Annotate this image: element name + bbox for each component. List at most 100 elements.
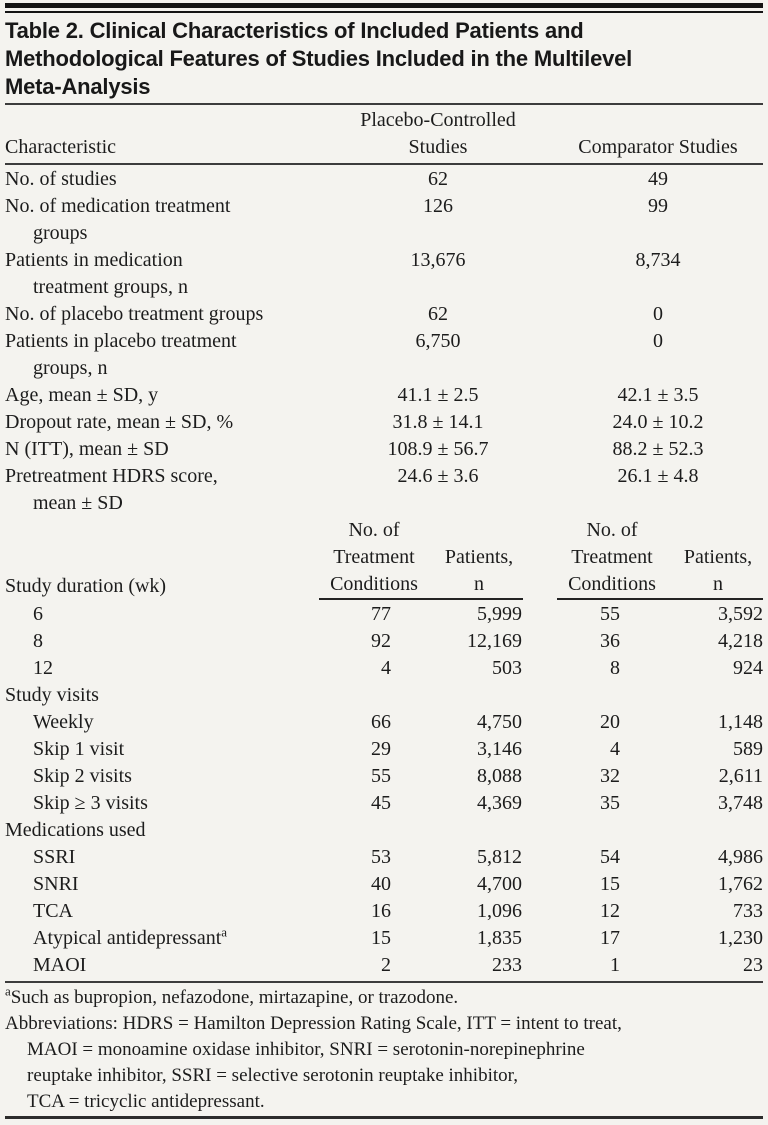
placebo-patients-value: 1,096	[477, 900, 522, 922]
placebo-patients-value: 4,700	[477, 873, 522, 895]
comparator-value: 42.1 ± 3.5	[617, 384, 699, 406]
placebo-patients-value: 503	[492, 657, 522, 679]
row-label: Atypical antidepressanta	[33, 924, 228, 949]
comparator-patients-subheader: Patients, n	[659, 544, 763, 600]
table-row: 12 4 503 8 924	[5, 655, 763, 682]
comparator-conditions-value: 17	[600, 927, 620, 949]
table-title-line: Meta-Analysis	[5, 74, 151, 99]
table-row: Study visits	[5, 682, 763, 709]
counts-section: 6 77 5,999 55 3,592 8 92 12,169 36 4,218 12 4 503 8 92…	[5, 601, 763, 979]
comparator-patients-value: 589	[733, 738, 763, 760]
placebo-value: 31.8 ± 14.1	[392, 411, 484, 433]
title-rule	[5, 103, 763, 105]
row-label: Patients in medication treatment groups, …	[5, 247, 323, 301]
placebo-patients-value: 233	[492, 954, 522, 976]
comparator-patients-value: 1,230	[718, 927, 763, 949]
subheader-line: Conditions	[330, 573, 418, 595]
subheader-line: No. of	[348, 519, 400, 541]
comparator-patients-value: 2,611	[718, 765, 763, 787]
comparator-patients-value: 3,748	[718, 792, 763, 814]
characteristics-section: No. of studies 62 49 No. of medication trea…	[5, 166, 763, 517]
comparator-value: 99	[648, 195, 668, 217]
comparator-patients-value: 4,218	[718, 630, 763, 652]
row-label: Skip 1 visit	[33, 738, 125, 760]
subheader-line: n	[474, 573, 484, 595]
comparator-value: 0	[653, 303, 663, 325]
placebo-value: 62	[428, 303, 448, 325]
comparator-conditions-subheader: No. of Treatment Conditions	[557, 517, 659, 600]
comparator-conditions-value: 1	[610, 954, 620, 976]
comparator-patients-value: 924	[733, 657, 763, 679]
subheader-line: Patients,	[683, 546, 753, 568]
footnote-marker: a	[221, 924, 228, 940]
table-row: MAOI 2 233 1 23	[5, 952, 763, 979]
section-label: Medications used	[5, 819, 146, 841]
placebo-conditions-value: 77	[371, 603, 391, 625]
comparator-value: 24.0 ± 10.2	[612, 411, 704, 433]
placebo-value: 13,676	[410, 249, 466, 271]
row-label: Skip ≥ 3 visits	[33, 792, 148, 814]
comparator-value: 49	[648, 168, 668, 190]
placebo-conditions-subheader: No. of Treatment Conditions	[319, 517, 421, 600]
column-header-row: Characteristic Placebo-Controlled Studie…	[5, 107, 763, 161]
placebo-conditions-value: 92	[371, 630, 391, 652]
row-label: No. of placebo treatment groups	[5, 303, 264, 325]
placebo-header-line1: Placebo-Controlled	[360, 109, 516, 131]
comparator-value: 26.1 ± 4.8	[617, 465, 699, 487]
placebo-conditions-value: 29	[371, 738, 391, 760]
placebo-patients-value: 5,812	[477, 846, 522, 868]
footnotes: aSuch as bupropion, nefazodone, mirtazap…	[5, 985, 763, 1115]
comparator-conditions-value: 15	[600, 873, 620, 895]
comparator-value: 88.2 ± 52.3	[612, 438, 704, 460]
placebo-patients-value: 12,169	[467, 630, 522, 652]
table-row: Weekly 66 4,750 20 1,148	[5, 709, 763, 736]
comparator-conditions-value: 36	[600, 630, 620, 652]
row-label: No. of medication treatment groups	[5, 193, 323, 247]
placebo-studies-header: Placebo-Controlled Studies	[323, 107, 553, 161]
comparator-conditions-value: 12	[600, 900, 620, 922]
placebo-conditions-value: 66	[371, 711, 391, 733]
top-rule-thick	[5, 3, 763, 8]
table-row: Medications used	[5, 817, 763, 844]
abbreviation-line: Abbreviations: HDRS = Hamilton Depressio…	[5, 1013, 622, 1034]
table-title: Table 2. Clinical Characteristics of Inc…	[5, 17, 763, 101]
table-row: Age, mean ± SD, y 41.1 ± 2.5 42.1 ± 3.5	[5, 382, 763, 409]
subheader-line: n	[713, 573, 723, 595]
abbreviation-line: reuptake inhibitor, SSRI = selective ser…	[27, 1065, 518, 1086]
comparator-conditions-value: 4	[610, 738, 620, 760]
comparator-patients-value: 3,592	[718, 603, 763, 625]
row-label: Patients in placebo treatment groups, n	[5, 328, 323, 382]
table-row: Patients in placebo treatment groups, n 6,…	[5, 328, 763, 382]
table-row: Skip 2 visits 55 8,088 32 2,611	[5, 763, 763, 790]
comparator-conditions-value: 32	[600, 765, 620, 787]
row-label: N (ITT), mean ± SD	[5, 438, 169, 460]
row-label: No. of studies	[5, 168, 117, 190]
abbreviation-line: MAOI = monoamine oxidase inhibitor, SNRI…	[27, 1039, 585, 1060]
placebo-value: 62	[428, 168, 448, 190]
table-row: 8 92 12,169 36 4,218	[5, 628, 763, 655]
placebo-conditions-value: 4	[381, 657, 391, 679]
abbreviation-line: TCA = tricyclic antidepressant.	[27, 1091, 265, 1112]
placebo-conditions-value: 53	[371, 846, 391, 868]
comparator-patients-value: 1,762	[718, 873, 763, 895]
footnote-abbreviations: Abbreviations: HDRS = Hamilton Depressio…	[5, 1011, 763, 1115]
placebo-value: 24.6 ± 3.6	[397, 465, 479, 487]
table-row: Dropout rate, mean ± SD, % 31.8 ± 14.1 24.…	[5, 409, 763, 436]
subheader-line: Conditions	[568, 573, 656, 595]
row-label-continuation: groups	[33, 222, 88, 244]
placebo-conditions-value: 45	[371, 792, 391, 814]
comparator-conditions-value: 35	[600, 792, 620, 814]
section-label: Study visits	[5, 684, 99, 706]
footnote-a: aSuch as bupropion, nefazodone, mirtazap…	[5, 985, 763, 1011]
row-label-continuation: mean ± SD	[33, 492, 123, 514]
row-label: Weekly	[33, 711, 94, 733]
subheader-line: Treatment	[333, 546, 415, 568]
header-rule	[5, 163, 763, 165]
counts-subheader-row: Study duration (wk) No. of Treatment Con…	[5, 517, 763, 600]
comparator-patients-value: 4,986	[718, 846, 763, 868]
footnote-rule	[5, 981, 763, 983]
comparator-patients-value: 733	[733, 900, 763, 922]
table-row: SSRI 53 5,812 54 4,986	[5, 844, 763, 871]
row-label: 12	[33, 657, 53, 679]
table-title-line: Table 2. Clinical Characteristics of Inc…	[5, 18, 584, 43]
